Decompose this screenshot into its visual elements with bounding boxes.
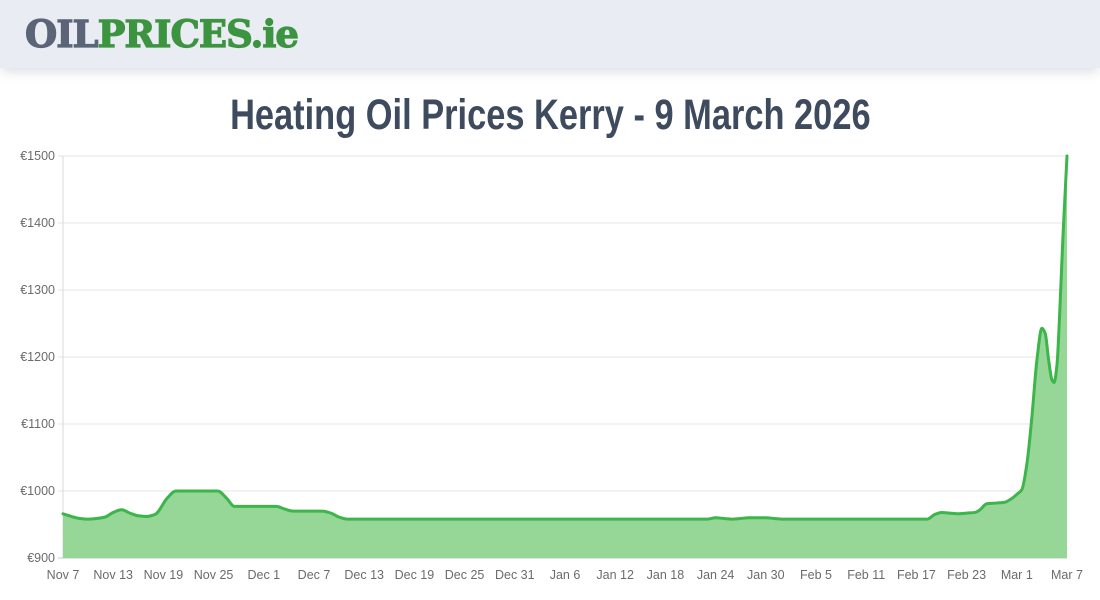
x-tick-label: Jan 24 — [697, 568, 735, 582]
x-tick-label: Nov 13 — [93, 568, 133, 582]
logo-prices-text: PRICES.ie — [97, 11, 300, 56]
price-chart-svg: €900 €1000 €1100 €1200 €1300 €1400 €1500 Nov 7 N… — [20, 149, 1083, 582]
x-tick-label: Feb 17 — [897, 568, 936, 582]
y-tick-label: €1500 — [20, 149, 55, 163]
x-tick-label: Dec 7 — [298, 568, 331, 582]
logo-oil-text: OIL — [24, 11, 99, 56]
x-tick-label: Nov 25 — [194, 568, 234, 582]
site-logo[interactable]: OILPRICES.ie — [24, 14, 299, 52]
x-tick-label: Nov 7 — [47, 568, 80, 582]
y-tick-label: €1200 — [20, 350, 55, 364]
y-tick-label: €900 — [27, 551, 55, 565]
price-chart[interactable]: €900 €1000 €1100 €1200 €1300 €1400 €1500 Nov 7 N… — [0, 145, 1100, 600]
x-tick-label: Dec 1 — [247, 568, 280, 582]
y-tick-label: €1400 — [20, 216, 55, 230]
x-tick-label: Jan 18 — [647, 568, 685, 582]
x-tick-label: Dec 25 — [445, 568, 485, 582]
x-tick-label: Feb 11 — [847, 568, 885, 582]
price-line — [61, 154, 1069, 521]
y-tick-label: €1300 — [20, 283, 55, 297]
x-tick-label: Jan 6 — [550, 568, 581, 582]
x-tick-label: Jan 30 — [747, 568, 785, 582]
x-tick-label: Feb 23 — [947, 568, 986, 582]
y-tick-label: €1000 — [20, 484, 55, 498]
x-tick-label: Jan 12 — [596, 568, 634, 582]
page-title-text: Heating Oil Prices Kerry - 9 March 2026 — [229, 91, 871, 139]
price-area — [63, 156, 1067, 558]
x-tick-label: Mar 7 — [1051, 568, 1083, 582]
x-tick-label: Dec 31 — [495, 568, 535, 582]
x-tick-label: Dec 13 — [344, 568, 384, 582]
x-tick-label: Nov 19 — [144, 568, 184, 582]
x-tick-label: Feb 5 — [800, 568, 832, 582]
x-tick-label: Dec 19 — [395, 568, 435, 582]
page-title: Heating Oil Prices Kerry - 9 March 2026 — [0, 92, 1100, 138]
site-header: OILPRICES.ie — [0, 0, 1100, 68]
y-tick-label: €1100 — [21, 417, 55, 431]
x-tick-label: Mar 1 — [1001, 568, 1033, 582]
